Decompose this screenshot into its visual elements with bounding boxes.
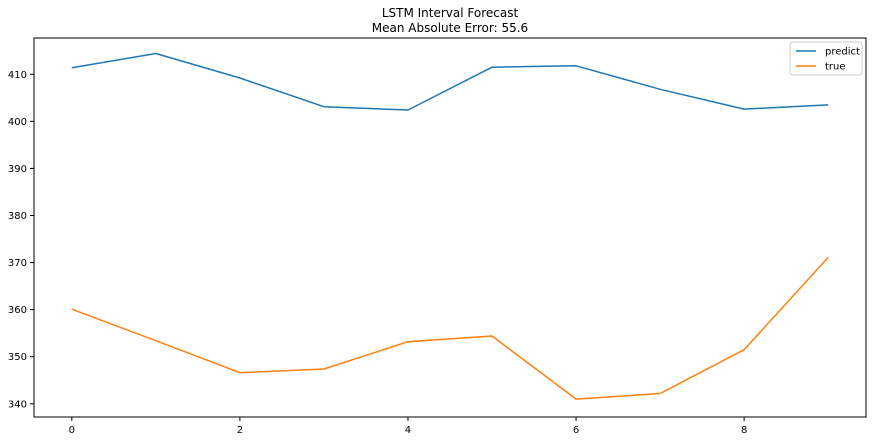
y-tick-label: 410 — [8, 70, 27, 81]
y-tick-label: 370 — [8, 258, 27, 269]
y-tick-label: 360 — [8, 305, 27, 316]
x-tick-label: 0 — [69, 425, 75, 436]
x-tick-label: 8 — [741, 425, 747, 436]
y-tick-label: 380 — [8, 211, 27, 222]
legend-label-predict: predict — [825, 47, 860, 58]
y-tick-label: 350 — [8, 352, 27, 363]
y-tick-label: 400 — [8, 117, 27, 128]
y-tick-label: 340 — [8, 399, 27, 410]
chart-subtitle: Mean Absolute Error: 55.6 — [372, 21, 528, 35]
series-line-predict — [71, 52, 829, 111]
chart-title: LSTM Interval Forecast — [382, 6, 519, 20]
axes-frame — [33, 37, 867, 418]
x-tick-label: 4 — [405, 425, 411, 436]
legend-label-true: true — [825, 62, 846, 73]
plot-area: 0 2 4 6 8 340 350 360 370 380 390 400 410 predict true — [8, 37, 867, 436]
x-tick-label: 6 — [573, 425, 579, 436]
x-tick-label: 2 — [237, 425, 243, 436]
series-line-true — [71, 256, 829, 400]
y-tick-label: 390 — [8, 164, 27, 175]
